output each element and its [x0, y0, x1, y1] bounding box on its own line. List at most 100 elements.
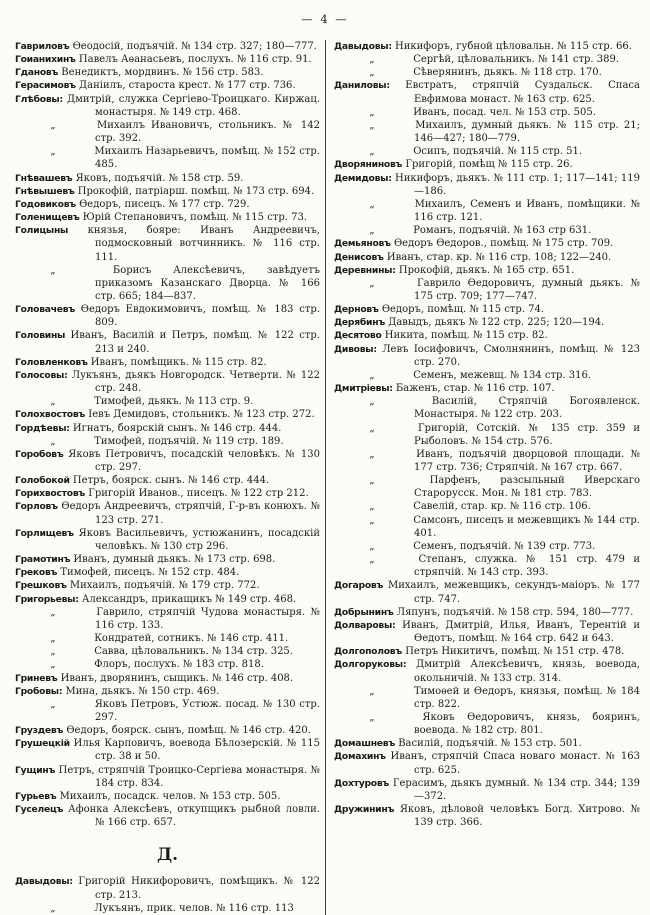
entry-text: Иванъ, стар. кр. № 116 стр. 108; 122—240… — [386, 251, 612, 263]
index-entry: Дворяниновъ Григорій, помѣщ № 115 стр. 2… — [334, 158, 640, 171]
entry-surname: Голицыны — [15, 225, 69, 237]
ditto-mark: „ — [369, 225, 375, 237]
index-entry: Голохвостовъ Іевъ Демидовъ, стольникъ. №… — [15, 408, 320, 421]
index-entry: „ Михаилъ Назарьевичъ, помѣщ. № 152 стр.… — [15, 145, 320, 171]
entry-text: Яковъ, дѣловой человѣкъ Богд. Хитрово. №… — [399, 804, 641, 829]
entry-text: Иванъ, дворянинъ, сыщикъ. № 146 стр. 408… — [60, 672, 294, 684]
entry-text: Юрій Степановичъ, помѣщ. № 115 стр. 73. — [82, 212, 307, 224]
index-entry: Добрынинъ Ляпунъ, подъячій. № 158 стр. 5… — [334, 606, 640, 619]
index-entry: Гнѣвашевъ Яковъ, подъячій. № 158 стр. 59… — [15, 172, 320, 185]
index-entry: Груздевъ Ѳедоръ, боярск. сынъ, помѣщ. № … — [15, 724, 320, 737]
index-entry: Голицыны князья, бояре: Иванъ Андреевичъ… — [15, 224, 320, 263]
entry-text: Яковъ Ѳедоровичъ, князь, бояринъ, воевод… — [414, 711, 640, 737]
entry-text: Ѳедоръ, помѣщ. № 115 стр. 74. — [381, 304, 545, 316]
index-entry: Горихвостовъ Григорій Иванов., писецъ. №… — [15, 487, 320, 500]
entry-surname: Грамотинъ — [15, 554, 71, 566]
entry-text: Лукъянъ, прик. челов. № 116 стр. 113 — [94, 902, 294, 914]
ditto-mark: „ — [369, 54, 375, 66]
ditto-mark: „ — [369, 685, 375, 697]
index-entry: Домашневъ Василій, подъячій. № 153 стр. … — [334, 737, 640, 750]
entry-text: Тимофей, дьякъ. № 113 стр. 9. — [94, 396, 254, 408]
entry-text: Михаилъ, Семенъ и Иванъ, помѣщики. № 116… — [414, 198, 640, 224]
entry-surname: Гордѣевы: — [15, 422, 70, 434]
entry-text: Игнатъ, боярскій сынъ. № 146 стр. 444. — [72, 422, 282, 434]
index-entry: Гриневъ Иванъ, дворянинъ, сыщикъ. № 146 … — [15, 672, 320, 685]
entry-text: Давыдъ, дьякъ № 122 стр. 225; 120—194. — [388, 317, 605, 329]
entry-text: Ѳедоръ Евдокимовичъ, помѣщ. № 183 стр. 8… — [80, 304, 320, 329]
entry-surname: Горихвостовъ — [15, 488, 86, 500]
entry-text: Иванъ, думный дьякъ. № 173 стр. 698. — [73, 554, 276, 566]
index-entry: Годовиковъ Ѳедоръ, писецъ. № 177 стр. 72… — [15, 198, 320, 211]
entry-text: Иванъ, посад. чел. № 153 стр. 505. — [413, 106, 596, 118]
ditto-mark: „ — [369, 119, 375, 131]
entry-text: Ѳедоръ, боярск. сынъ, помѣщ. № 146 стр. … — [66, 725, 311, 737]
entry-text: Дмитрій, служка Сергіево-Троицкаго. Кирж… — [67, 93, 320, 118]
entry-text: Іевъ Демидовъ, стольникъ. № 123 стр. 272… — [88, 409, 315, 421]
entry-text: Василій, подъячій. № 153 стр. 501. — [398, 738, 582, 750]
entry-text: Михаилъ, посадск. челов. № 153 стр. 505. — [59, 790, 281, 802]
entry-text: Савелій, стар. кр. № 116 стр. 106. — [413, 501, 591, 513]
ditto-mark: „ — [50, 659, 56, 671]
entry-surname: Глѣбовы: — [15, 93, 63, 105]
index-entry: „ Осипъ, подъячій. № 115 стр. 51. — [334, 145, 640, 158]
entry-text: Григорій Никифоровичъ, помѣщикъ. № 122 с… — [78, 876, 320, 901]
index-entry: Дружининъ Яковъ, дѣловой человѣкъ Богд. … — [334, 803, 640, 829]
ditto-mark: „ — [50, 396, 56, 408]
index-entry: Гавриловъ Ѳеодосій, подъячій. № 134 стр.… — [15, 40, 320, 53]
entry-text: Александръ, прикащикъ № 149 стр. 468. — [81, 593, 297, 605]
entry-surname: Годовиковъ — [15, 198, 76, 210]
index-entry: Голенищевъ Юрій Степановичъ, помѣщ. № 11… — [15, 211, 320, 224]
entry-text: Григорій, помѣщ № 115 стр. 26. — [405, 159, 573, 171]
index-entry: „ Флоръ, послухъ. № 183 стр. 818. — [15, 658, 320, 671]
ditto-mark: „ — [369, 514, 375, 526]
index-entry: „ Кондратей, сотникъ. № 146 стр. 411. — [15, 632, 320, 645]
entry-text: Венедиктъ, мордвинъ. № 156 стр. 583. — [61, 67, 264, 79]
entry-text: Баженъ, стар. № 116 стр. 107. — [395, 383, 555, 395]
entry-text: Гаврило Ѳедоровичъ, думный дьякъ. № 175 … — [414, 277, 640, 302]
entry-text: Григорій, Сотскій. № 135 стр. 359 и Рыбо… — [414, 422, 640, 447]
entry-surname: Грушецкій — [15, 738, 70, 750]
entry-surname: Григорьевы: — [15, 593, 79, 605]
index-entry: Грамотинъ Иванъ, думный дьякъ. № 173 стр… — [15, 553, 320, 566]
ditto-mark: „ — [50, 633, 56, 645]
ditto-mark: „ — [50, 606, 56, 618]
index-entry: Гоианихинъ Павелъ Аѳанасьевъ, послухъ. №… — [15, 53, 320, 66]
index-entry: „ Сѣверянинъ, дьякъ. № 118 стр. 170. — [334, 66, 640, 79]
index-entry: „ Самсонъ, писецъ и межевщикъ № 144 стр.… — [334, 514, 640, 540]
ditto-mark: „ — [50, 698, 56, 710]
entry-text: Ѳеодосій, подъячій. № 134 стр. 327; 180—… — [72, 41, 317, 52]
entry-text: Михаилъ Ивановичъ, стольникъ. № 142 стр.… — [95, 119, 320, 145]
index-entry: Догаровъ Михаилъ, межевщикъ, секундъ-маі… — [334, 579, 640, 605]
entry-text: Петръ, стряпчій Троицко-Сергіева монасты… — [58, 764, 320, 789]
entry-text: Даніилъ, староста крест. № 177 стр. 736. — [78, 80, 296, 92]
scanned-book-page: — 4 — Гавриловъ Ѳеодосій, подъячій. № 13… — [15, 12, 641, 915]
ditto-mark: „ — [369, 448, 375, 460]
entry-surname: Дружининъ — [334, 804, 395, 816]
index-entry: Гробовы: Мина, дьякъ. № 150 стр. 469. — [15, 685, 320, 698]
entry-text: Афонка Алексѣевъ, откупщикъ рыбной ловли… — [68, 804, 320, 829]
ditto-mark: „ — [50, 902, 56, 914]
index-entry: „ Яковъ Ѳедоровичъ, князь, бояринъ, воев… — [334, 711, 640, 737]
entry-text: Никифоръ, дьякъ. № 111 стр. 1; 117—141; … — [395, 172, 641, 197]
entry-text: Дмитрій Алексѣевичъ, князь, воевода, око… — [414, 659, 640, 684]
ditto-mark: „ — [369, 422, 375, 434]
entry-surname: Давыдовы: — [334, 41, 392, 52]
entry-text: Михаилъ Назарьевичъ, помѣщ. № 152 стр. 4… — [94, 146, 320, 171]
index-entry: „ Гаврило Ѳедоровичъ, думный дьякъ. № 17… — [334, 277, 640, 303]
index-entry: Долгополовъ Петръ Никитичъ, помѣщ. № 151… — [334, 645, 640, 658]
ditto-mark: „ — [369, 277, 375, 289]
index-entry: Гнѣвышевъ Прокофій, патріарш. помѣщ. № 1… — [15, 185, 320, 198]
index-entry: „ Тимофей, подъячій. № 119 стр. 189. — [15, 435, 320, 448]
entry-text: Борисъ Алексѣевичъ, завѣдуетъ приказомъ … — [95, 264, 320, 302]
entry-text: Петръ Никитичъ, помѣщ. № 151 стр. 478. — [405, 646, 625, 658]
index-entry: „ Яковъ Петровъ, Устюж. посад. № 130 стр… — [15, 698, 320, 724]
entry-text: Семенъ, межевщ. № 134 стр. 316. — [413, 369, 591, 381]
ditto-mark: „ — [50, 146, 56, 158]
entry-text: Степанъ, служка. № 151 стр. 479 и стряпч… — [414, 554, 640, 579]
entry-surname: Догаровъ — [334, 580, 384, 592]
entry-surname: Гуселецъ — [15, 804, 64, 816]
entry-surname: Дивовы: — [334, 343, 377, 355]
ditto-mark: „ — [50, 435, 56, 447]
index-entry: Грешковъ Михаилъ, подъячій. № 179 стр. 7… — [15, 579, 320, 592]
index-entry: „ Михаилъ Ивановичъ, стольникъ. № 142 ст… — [15, 119, 320, 145]
